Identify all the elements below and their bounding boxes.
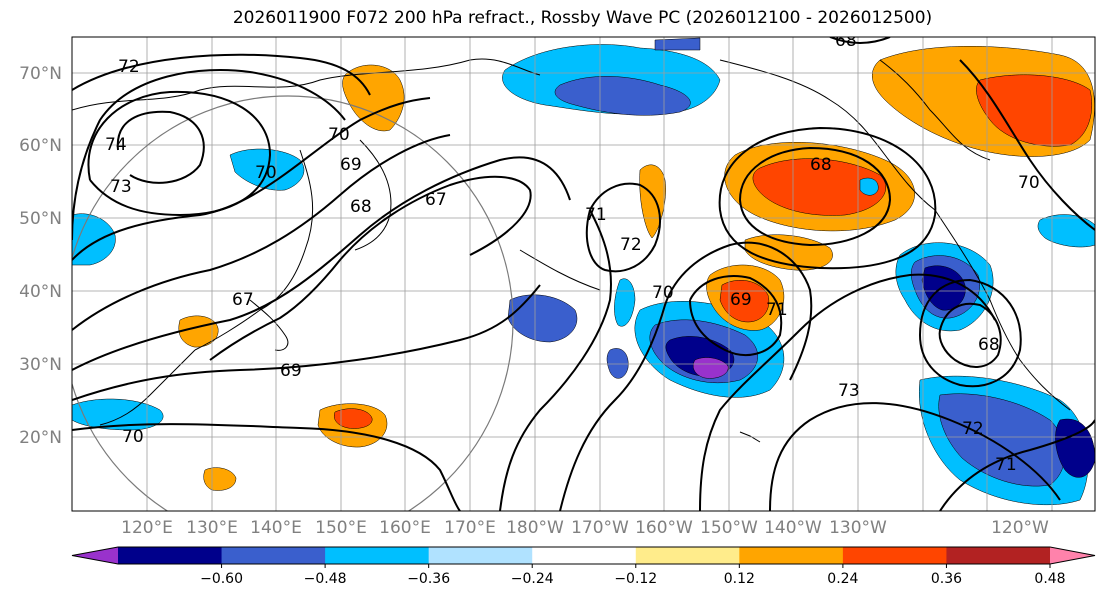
plot-area: 72 74 73 70 70 69 68 67 67 69 70 68 71 7… xyxy=(72,31,1095,511)
contour-label: 69 xyxy=(280,361,302,381)
colorbar: −0.60 −0.48 −0.36 −0.24 −0.12 0.12 0.24 0.36 0.4… xyxy=(71,546,1096,587)
colorbar-tick-label: 0.36 xyxy=(931,571,962,587)
colorbar-segment xyxy=(635,547,740,564)
colorbar-tick-label: −0.36 xyxy=(407,571,450,587)
contour-label: 70 xyxy=(1018,173,1040,193)
contour-label: 67 xyxy=(425,190,447,210)
shading-layer xyxy=(72,37,1095,506)
contour-layer xyxy=(72,37,1095,511)
lon-label: 170°W xyxy=(571,518,629,538)
colorbar-segment xyxy=(118,547,223,564)
colorbar-tick-label: −0.24 xyxy=(511,571,554,587)
colorbar-segment xyxy=(221,547,326,564)
contour-label: 70 xyxy=(122,427,144,447)
lon-label: 170°E xyxy=(444,518,496,538)
lon-label: 130°W xyxy=(829,518,887,538)
colorbar-extend-high xyxy=(1050,547,1095,564)
contour-label: 68 xyxy=(835,31,857,51)
contour-label: 67 xyxy=(232,290,254,310)
contour-label: 71 xyxy=(766,300,788,320)
lon-label: 160°E xyxy=(379,518,431,538)
lon-label: 120°W xyxy=(991,518,1049,538)
contour-label: 72 xyxy=(118,57,140,77)
lon-label: 140°W xyxy=(764,518,822,538)
graticule-layer xyxy=(72,37,1095,511)
contour-label: 70 xyxy=(328,125,350,145)
lat-label: 70°N xyxy=(19,64,62,84)
map-title: 2026011900 F072 200 hPa refract., Rossby… xyxy=(232,8,933,28)
contour-label: 68 xyxy=(350,197,372,217)
colorbar-segment xyxy=(946,547,1051,564)
lon-label: 150°E xyxy=(315,518,367,538)
contour-label: 68 xyxy=(978,335,1000,355)
lon-label: 160°W xyxy=(635,518,693,538)
colorbar-tick-label: −0.12 xyxy=(614,571,657,587)
contour-label: 74 xyxy=(105,135,127,155)
colorbar-tick-label: −0.60 xyxy=(200,571,243,587)
contour-label: 72 xyxy=(620,235,642,255)
colorbar-tick-label: 0.48 xyxy=(1034,571,1065,587)
colorbar-segment xyxy=(842,547,947,564)
colorbar-segment xyxy=(428,547,533,564)
range-circle xyxy=(72,95,514,511)
latitude-labels: 70°N 60°N 50°N 40°N 30°N 20°N xyxy=(19,64,62,448)
contour-label: 69 xyxy=(340,155,362,175)
contour-label: 72 xyxy=(962,419,984,439)
colorbar-tick-label: 0.24 xyxy=(827,571,858,587)
colorbar-extend-low xyxy=(72,547,118,564)
contour-label: 69 xyxy=(730,290,752,310)
lat-label: 30°N xyxy=(19,355,62,375)
contour-label: 73 xyxy=(838,381,860,401)
contour-label-layer: 72 74 73 70 70 69 68 67 67 69 70 68 71 7… xyxy=(105,31,1040,475)
contour-label: 68 xyxy=(810,155,832,175)
colorbar-tick-label: −0.48 xyxy=(304,571,347,587)
lon-label: 180°W xyxy=(506,518,564,538)
colorbar-segment xyxy=(325,547,430,564)
contour-label: 70 xyxy=(652,283,674,303)
plot-frame xyxy=(71,36,1096,512)
longitude-labels: 120°E 130°E 140°E 150°E 160°E 170°E 180°… xyxy=(121,518,1049,538)
lat-label: 40°N xyxy=(19,282,62,302)
contour-label: 71 xyxy=(585,205,607,225)
contour-label: 70 xyxy=(255,163,277,183)
lat-label: 50°N xyxy=(19,209,62,229)
lon-label: 120°E xyxy=(121,518,173,538)
colorbar-tick-label: 0.12 xyxy=(724,571,755,587)
lon-label: 150°W xyxy=(700,518,758,538)
contour-label: 71 xyxy=(995,455,1017,475)
colorbar-segment xyxy=(532,547,637,564)
colorbar-segment xyxy=(739,547,844,564)
contour-label: 73 xyxy=(110,177,132,197)
lat-label: 20°N xyxy=(19,428,62,448)
lon-label: 140°E xyxy=(250,518,302,538)
colorbar-outline xyxy=(71,546,1096,565)
coastline-layer xyxy=(72,58,1071,443)
lat-label: 60°N xyxy=(19,136,62,156)
lon-label: 130°E xyxy=(186,518,238,538)
